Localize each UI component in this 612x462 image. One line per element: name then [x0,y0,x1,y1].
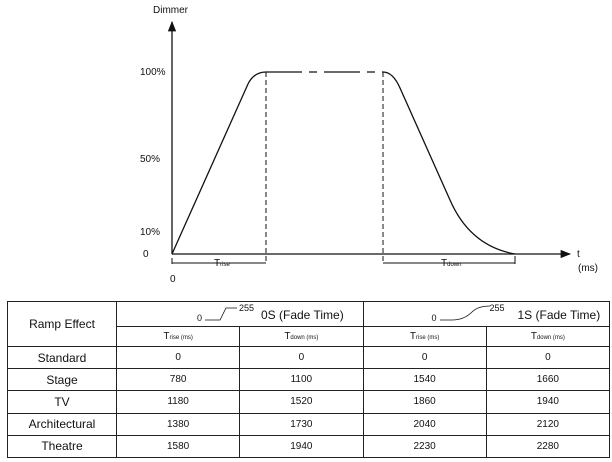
dimmer-ramp-diagram: Dimmer t (ms) 0 100% 50% 10% 0 Trise Tdo… [140,5,598,285]
table-cell: 2230 [362,434,487,459]
col-symbol: T [409,331,416,342]
col-symbol: T [530,331,537,342]
table-row: TV 1180 1520 1860 1940 [7,390,611,414]
table-cell: 0 [485,345,611,370]
row-label: Stage [7,368,117,392]
table-row: Architectural 1380 1730 2040 2120 [7,412,611,436]
table-cell: 1580 [115,434,241,459]
col-symbol: T [163,331,170,342]
y-tick-50: 50% [140,154,160,165]
table-cell: 1520 [239,390,364,414]
table-cell: 1940 [485,390,611,414]
table-row: Standard 0 0 0 0 [7,345,611,370]
t-rise-symbol: T [214,258,220,269]
table-cell: 1660 [485,368,611,392]
t-rise-bracket: Trise [171,258,266,269]
x-axis-unit: (ms) [578,263,598,274]
ramp-rise-line [171,71,267,255]
table-cell: 1940 [239,434,364,459]
table-cell: 1540 [362,368,487,392]
table-cell: 0 [239,345,364,370]
table-row: Stage 780 1100 1540 1660 [7,368,611,392]
table-cell: 2040 [362,412,487,436]
table-cell: 0 [362,345,487,370]
table-cell: 2120 [485,412,611,436]
table-cell: 1180 [115,390,241,414]
y-tick-0: 0 [143,249,149,260]
row-label: Theatre [7,434,117,459]
col-header-0s-down: Tdown (ms) [239,326,364,347]
ramp-effect-header: Ramp Effect [7,301,117,347]
table-cell: 1100 [239,368,364,392]
col-header-1s-down: Tdown (ms) [485,326,611,347]
col-unit: down (ms) [536,335,565,341]
fade-0s-header: 0 255 0S (Fade Time) [116,301,364,327]
fade-1s-high: 255 [489,303,505,313]
t-down-bracket: Tdown [383,256,516,269]
origin-label: 0 [170,274,176,285]
table-cell: 2280 [485,434,611,459]
table-cell: 780 [115,368,241,392]
row-label: Architectural [7,412,117,436]
fade-1s-low: 0 [431,313,437,323]
ramp-effect-table: Ramp Effect 0 255 0S (Fade Time) 0 255 1… [7,301,611,459]
col-header-1s-rise: Trise (ms) [362,326,487,347]
fade-curve-0s-icon [205,307,237,321]
col-header-0s-rise: Trise (ms) [115,326,241,347]
y-tick-10: 10% [140,227,160,238]
col-unit: down (ms) [290,335,319,341]
fade-1s-header: 0 255 1S (Fade Time) [362,301,610,327]
col-unit: rise (ms) [416,335,440,341]
row-label: TV [7,390,117,414]
fade-0s-label: 0S (Fade Time) [261,308,344,322]
fade-curve-1s-icon [439,305,490,321]
x-axis-label: t [577,249,580,260]
t-rise-subscript: rise [220,262,230,268]
y-axis-label: Dimmer [153,5,189,16]
fade-0s-low: 0 [197,313,203,323]
fade-0s-high: 255 [239,303,255,313]
svg-text:Trise: Trise [214,258,230,269]
table-cell: 0 [115,345,241,370]
t-down-subscript: down [447,262,461,268]
col-unit: rise (ms) [169,335,193,341]
col-symbol: T [284,331,291,342]
ramp-fall-curve [382,71,516,255]
table-cell: 1860 [362,390,487,414]
table-cell: 1380 [115,412,241,436]
y-tick-100: 100% [140,67,166,78]
row-label: Standard [7,345,117,370]
fade-1s-label: 1S (Fade Time) [517,308,601,322]
table-row: Theatre 1580 1940 2230 2280 [7,434,611,459]
table-cell: 1730 [239,412,364,436]
t-down-symbol: T [441,258,447,269]
svg-text:Tdown: Tdown [441,258,461,269]
